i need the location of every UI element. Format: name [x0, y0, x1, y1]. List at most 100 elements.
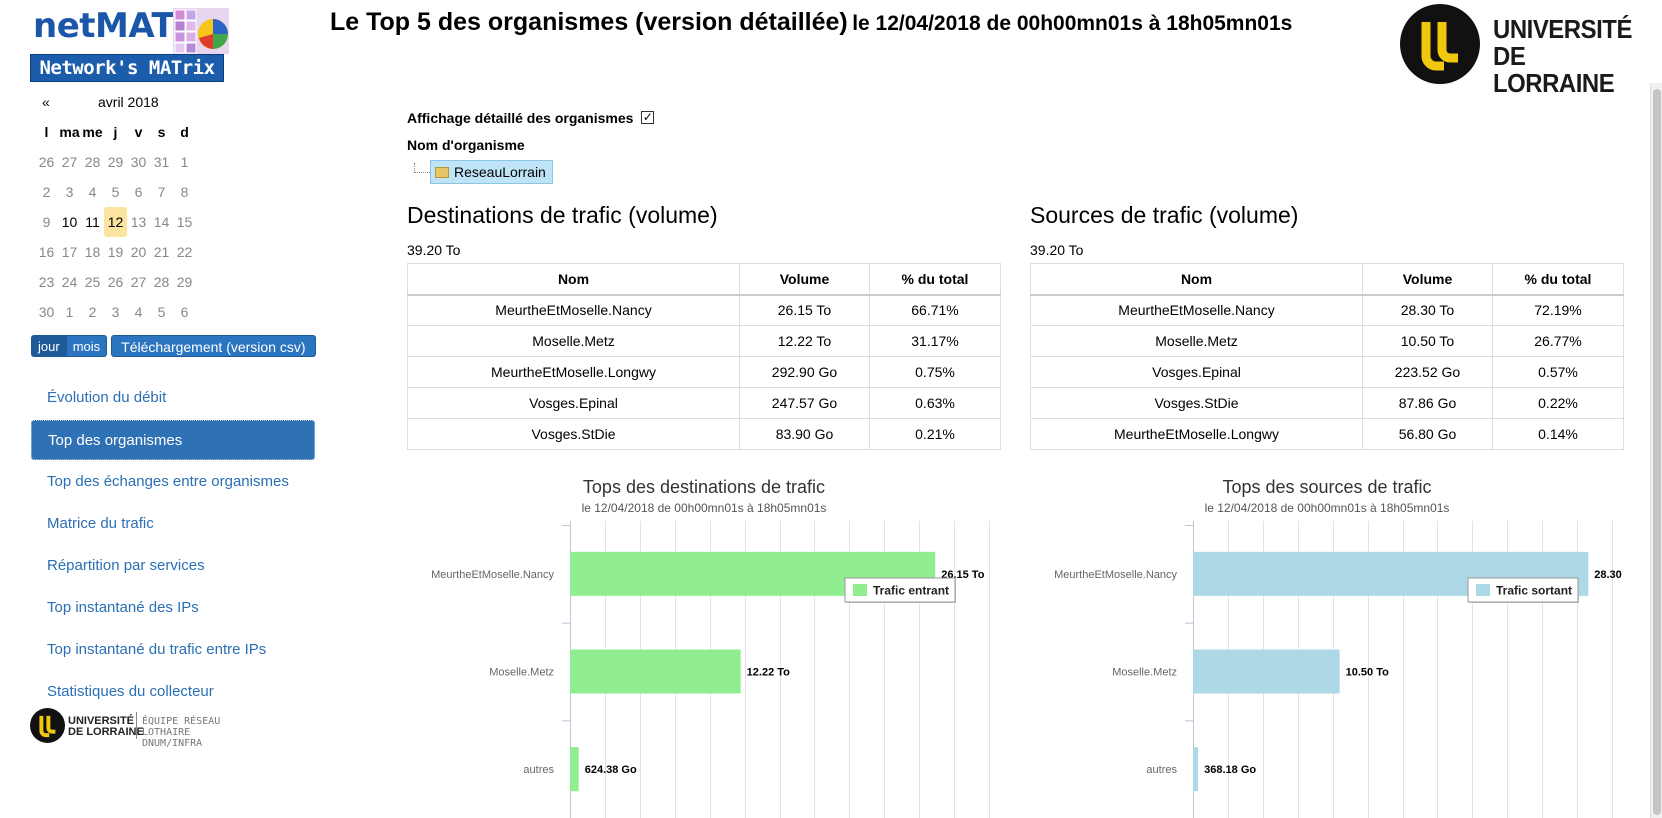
calendar-day[interactable]: 18 [84, 244, 101, 260]
cell-volume: 56.80 Go [1362, 418, 1493, 450]
cell-volume: 87.86 Go [1362, 387, 1493, 419]
calendar-day[interactable]: 24 [61, 274, 78, 290]
calendar-day[interactable]: 30 [38, 304, 55, 320]
footer-university-line1: UNIVERSITÉ [68, 715, 135, 727]
bar[interactable] [570, 747, 579, 792]
cell-nom: Moselle.Metz [407, 325, 740, 357]
table-row: Vosges.Epinal 247.57 Go 0.63% [407, 387, 1001, 419]
calendar-day[interactable]: 9 [42, 214, 51, 230]
menu-item-top-des-organismes[interactable]: Top des organismes [31, 420, 315, 460]
table-row: Vosges.StDie 83.90 Go 0.21% [407, 418, 1001, 450]
calendar-day[interactable]: 5 [111, 184, 120, 200]
calendar-day[interactable]: 29 [176, 274, 193, 290]
calendar-day[interactable]: 23 [38, 274, 55, 290]
calendar: « avril 2018 l ma me j v s d 26 27 28 29 30 31 1 2 3 4 5… [30, 90, 230, 320]
calendar-grid: l ma me j v s d 26 27 28 29 30 31 1 2 3 4 5 6 7 8 9 10 11 12 13 1… [35, 117, 196, 327]
month-view-button[interactable]: mois [66, 335, 108, 357]
calendar-day[interactable]: 17 [61, 244, 78, 260]
calendar-day[interactable]: 16 [38, 244, 55, 260]
calendar-day[interactable]: 2 [88, 304, 97, 320]
category-label: Moselle.Metz [489, 667, 554, 679]
menu-item-top-instantane-du-trafic-entre-ips[interactable]: Top instantané du trafic entre IPs [47, 641, 267, 658]
netmat-matrix-icon [173, 8, 229, 54]
calendar-day[interactable]: 26 [38, 154, 55, 170]
column-header-volume[interactable]: Volume [1362, 263, 1493, 296]
page-scrollbar[interactable] [1650, 83, 1662, 818]
cell-volume: 247.57 Go [739, 387, 870, 419]
calendar-day[interactable]: 27 [130, 274, 147, 290]
column-header-volume[interactable]: Volume [739, 263, 870, 296]
calendar-day[interactable]: 4 [134, 304, 143, 320]
column-header-nom[interactable]: Nom [1030, 263, 1363, 296]
footer-team-line2: DNUM/INFRA [142, 738, 203, 749]
calendar-week: 30 1 2 3 4 5 6 [35, 297, 196, 327]
menu-item-top-des-echanges-entre-organismes[interactable]: Top des échanges entre organismes [47, 473, 289, 490]
calendar-prev-button[interactable]: « [42, 94, 50, 110]
ul-logo-line1: UNIVERSITÉ [1493, 14, 1632, 44]
destinations-chart: Tops des destinations de trafic le 12/04… [407, 470, 1001, 818]
legend-label[interactable]: Trafic sortant [1496, 584, 1572, 598]
destinations-section: Destinations de trafic (volume) 39.20 To… [407, 202, 1001, 450]
calendar-day[interactable]: 1 [65, 304, 74, 320]
calendar-day[interactable]: 14 [153, 214, 170, 230]
calendar-day[interactable]: 8 [180, 184, 189, 200]
calendar-day[interactable]: 30 [130, 154, 147, 170]
calendar-week: 26 27 28 29 30 31 1 [35, 147, 196, 177]
calendar-day[interactable]: 28 [153, 274, 170, 290]
calendar-day[interactable]: 7 [157, 184, 166, 200]
cell-volume: 12.22 To [739, 325, 870, 357]
calendar-day[interactable]: 28 [84, 154, 101, 170]
calendar-week: 9 10 11 12 13 14 15 [35, 207, 196, 237]
scrollbar-thumb[interactable] [1653, 89, 1661, 815]
calendar-day[interactable]: 6 [134, 184, 143, 200]
column-header-percent[interactable]: % du total [869, 263, 1001, 296]
calendar-day[interactable]: 29 [107, 154, 124, 170]
cell-nom: MeurtheEtMoselle.Nancy [407, 294, 740, 326]
column-header-percent[interactable]: % du total [1492, 263, 1624, 296]
calendar-day[interactable]: 22 [176, 244, 193, 260]
calendar-day[interactable]: 10 [61, 214, 78, 230]
calendar-day[interactable]: 11 [85, 214, 100, 230]
calendar-day[interactable]: 3 [111, 304, 120, 320]
calendar-day[interactable]: 19 [107, 244, 124, 260]
menu-item-statistiques-du-collecteur[interactable]: Statistiques du collecteur [47, 683, 214, 700]
calendar-day[interactable]: 4 [88, 184, 97, 200]
calendar-day[interactable]: 21 [153, 244, 170, 260]
chart-subtitle: le 12/04/2018 de 00h00mn01s à 18h05mn01s [581, 501, 827, 515]
download-csv-button[interactable]: Téléchargement (version csv) [111, 335, 316, 357]
calendar-day[interactable]: 6 [180, 304, 189, 320]
calendar-day[interactable]: 15 [176, 214, 193, 230]
calendar-day[interactable]: 26 [107, 274, 124, 290]
calendar-day[interactable]: 3 [65, 184, 74, 200]
legend-label[interactable]: Trafic entrant [873, 584, 949, 598]
cell-percent: 31.17% [869, 325, 1001, 357]
calendar-day[interactable]: 2 [42, 184, 51, 200]
data-label: 368.18 Go [1204, 764, 1256, 776]
weekday-header: j [113, 124, 118, 140]
menu-item-matrice-du-trafic[interactable]: Matrice du trafic [47, 515, 154, 532]
calendar-day[interactable]: 25 [84, 274, 101, 290]
ul-emblem-icon [1400, 4, 1480, 84]
calendar-day[interactable]: 20 [130, 244, 147, 260]
bar[interactable] [1193, 747, 1199, 792]
calendar-day[interactable]: 1 [180, 154, 189, 170]
calendar-day[interactable]: 31 [153, 154, 170, 170]
bar[interactable] [1193, 649, 1340, 694]
bar[interactable] [570, 649, 741, 694]
tree-node-org[interactable]: ReseauLorrain [430, 160, 553, 184]
page-title-date: le 12/04/2018 de 00h00mn01s à 18h05mn01s [852, 12, 1293, 35]
day-view-button[interactable]: jour [31, 335, 67, 357]
footer-logo: UNIVERSITÉ DE LORRAINE ÉQUIPE RÉSEAU LOT… [30, 708, 270, 749]
calendar-day[interactable]: 13 [130, 214, 147, 230]
calendar-day[interactable]: 27 [61, 154, 78, 170]
table-row: Moselle.Metz 12.22 To 31.17% [407, 325, 1001, 357]
footer-university-line2: DE LORRAINE [68, 726, 144, 738]
detail-display-checkbox[interactable]: ✓ [641, 110, 655, 124]
menu-item-top-instantane-des-ips[interactable]: Top instantané des IPs [47, 599, 199, 616]
calendar-day[interactable]: 12 [104, 207, 127, 237]
column-header-nom[interactable]: Nom [407, 263, 740, 296]
calendar-day[interactable]: 5 [157, 304, 166, 320]
menu-item-repartition-par-services[interactable]: Répartition par services [47, 557, 205, 574]
menu-item-evolution-du-debit[interactable]: Évolution du débit [47, 389, 167, 406]
